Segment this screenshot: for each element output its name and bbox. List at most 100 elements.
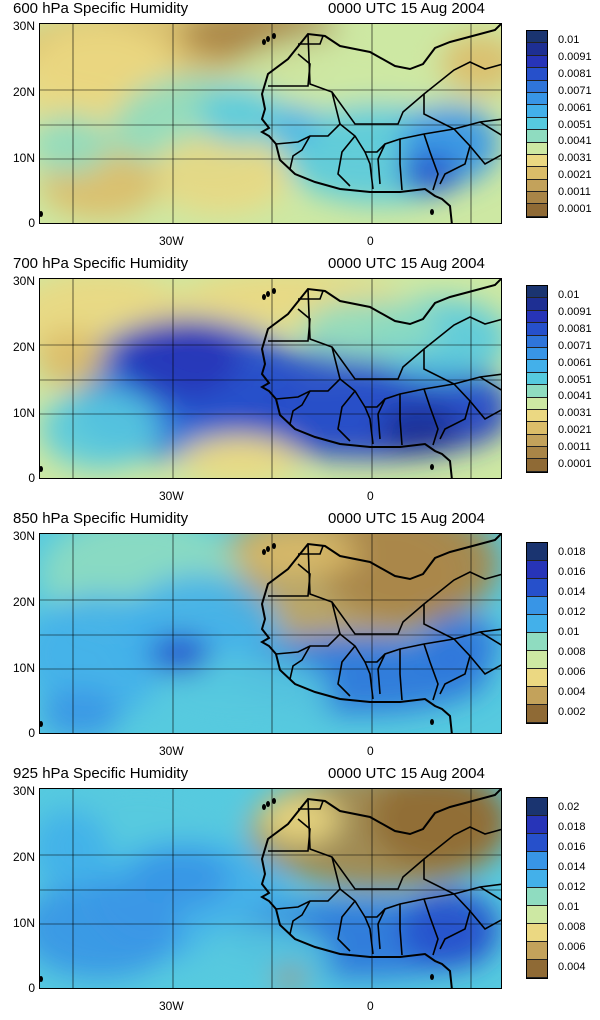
country-border — [377, 908, 386, 950]
colorbar-swatch — [527, 80, 547, 93]
island — [262, 39, 266, 45]
humidity-map — [39, 23, 502, 224]
colorbar-swatch — [527, 154, 547, 168]
lon-label-30w: 30W — [159, 489, 184, 503]
colorbar-label: 0.0021 — [558, 424, 592, 437]
colorbar-swatch — [527, 459, 547, 472]
colorbar-label: 0.014 — [558, 586, 586, 598]
country-border — [364, 916, 374, 955]
colorbar-label: 0.02 — [558, 801, 580, 813]
country-border — [399, 394, 403, 446]
panel-title: 850 hPa Specific Humidity — [13, 510, 189, 527]
island — [266, 36, 270, 42]
island — [430, 209, 434, 215]
country-border — [469, 145, 501, 166]
colorbar-label: 0.0021 — [558, 169, 592, 182]
colorbar-label: 0.008 — [558, 646, 586, 658]
colorbar-swatch — [527, 310, 547, 324]
country-border — [339, 118, 501, 153]
country-border — [275, 856, 341, 910]
island — [272, 798, 276, 804]
colorbar-label: 0.0051 — [558, 373, 592, 386]
country-border — [307, 798, 501, 890]
country-border — [337, 390, 356, 442]
colorbar-label: 0.016 — [558, 841, 586, 853]
country-border — [423, 859, 455, 895]
country-border — [399, 139, 403, 191]
humidity-region — [150, 634, 210, 674]
colorbar-swatch — [527, 422, 547, 435]
colorbar-swatch — [527, 816, 547, 834]
colorbar-swatch — [527, 434, 547, 448]
country-border — [423, 133, 439, 191]
colorbar-label: 0.016 — [558, 566, 586, 578]
island — [272, 33, 276, 39]
colorbar-label: 0.0081 — [558, 322, 592, 335]
country-border — [339, 883, 501, 918]
country-border — [289, 135, 311, 170]
colorbar-swatch — [527, 179, 547, 193]
country-border — [275, 91, 341, 145]
colorbar-label: 0.01 — [558, 626, 580, 638]
lat-label-10n: 10N — [12, 661, 35, 675]
humidity-region — [40, 689, 120, 733]
colorbar-swatch — [527, 298, 547, 311]
country-border — [364, 406, 374, 445]
humidity-region — [120, 319, 240, 399]
island — [430, 719, 434, 725]
island — [272, 288, 276, 294]
humidity-region — [400, 154, 460, 194]
colorbar-swatch — [527, 192, 547, 205]
colorbar — [526, 797, 548, 979]
lat-label-0: 0 — [28, 981, 35, 995]
lat-label-20n: 20N — [12, 85, 35, 99]
humidity-map — [39, 533, 502, 734]
colorbar-swatch — [527, 117, 547, 131]
colorbar-label: 0.0041 — [558, 135, 592, 148]
colorbar-label: 0.0051 — [558, 118, 592, 131]
lat-label-10n: 10N — [12, 151, 35, 165]
humidity-region — [40, 594, 180, 714]
country-border — [377, 143, 386, 185]
humidity-region — [420, 614, 500, 674]
colorbar-swatch — [527, 906, 547, 924]
coastline — [259, 279, 501, 478]
lon-label-30w: 30W — [159, 999, 184, 1013]
country-border — [439, 638, 471, 695]
colorbar-swatch — [527, 579, 547, 597]
humidity-region — [370, 789, 501, 869]
colorbar-label: 0.0011 — [558, 186, 591, 199]
country-border — [298, 545, 324, 555]
panel-850hpa: 850 hPa Specific Humidity 0000 UTC 15 Au… — [0, 510, 600, 765]
country-border — [377, 653, 386, 695]
country-border — [423, 604, 455, 640]
island — [430, 464, 434, 470]
colorbar-swatch — [527, 55, 547, 69]
colorbar-swatch — [527, 960, 547, 978]
map-svg — [40, 789, 501, 988]
country-border — [307, 288, 501, 380]
country-border — [339, 628, 501, 663]
colorbar-swatch — [527, 705, 547, 723]
country-border — [337, 900, 356, 952]
lat-label-10n: 10N — [12, 406, 35, 420]
island — [266, 291, 270, 297]
country-border — [364, 661, 374, 700]
panel-title: 600 hPa Specific Humidity — [13, 0, 189, 17]
panel-700hpa: 700 hPa Specific Humidity 0000 UTC 15 Au… — [0, 255, 600, 510]
lat-label-30n: 30N — [12, 784, 35, 798]
colorbar-swatch — [527, 447, 547, 460]
country-border — [479, 886, 501, 901]
humidity-region — [200, 84, 280, 144]
country-border — [289, 390, 311, 425]
colorbar-label: 0.0071 — [558, 339, 592, 352]
colorbar-label: 0.012 — [558, 606, 586, 618]
country-border — [469, 655, 501, 676]
humidity-region — [260, 794, 340, 844]
coastline — [259, 789, 501, 988]
humidity-region — [440, 34, 501, 94]
country-border — [423, 388, 439, 446]
humidity-region — [300, 299, 440, 359]
country-border — [423, 643, 439, 701]
colorbar-swatch — [527, 870, 547, 888]
